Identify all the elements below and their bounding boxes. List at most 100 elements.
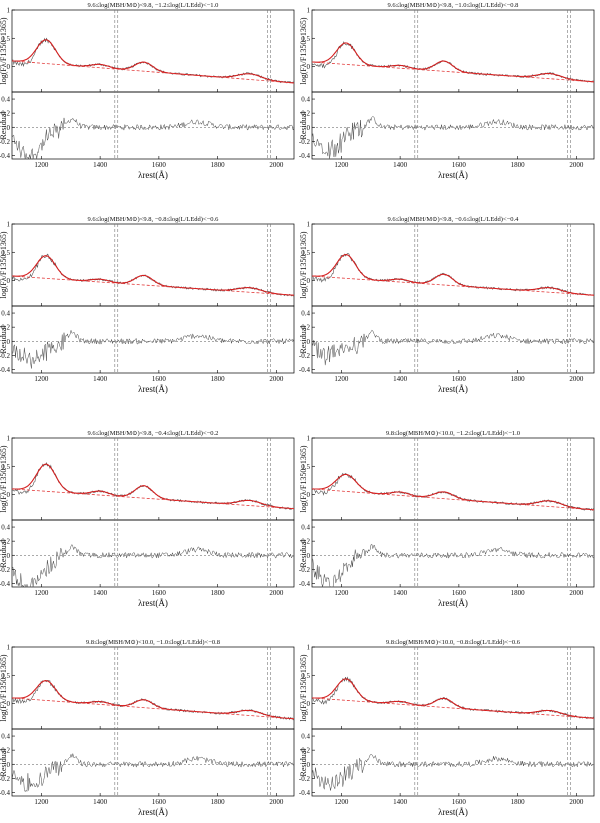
y-tick-label-bottom: -0.4 — [299, 152, 311, 160]
y-tick-label-top: 1 — [307, 221, 311, 229]
y-tick-label-top: 0.5 — [301, 463, 310, 471]
y-tick-label-bottom: -0.4 — [299, 366, 311, 374]
y-tick-label-bottom: 0.4 — [301, 733, 310, 741]
y-tick-label-top: 0 — [307, 491, 311, 499]
x-tick-label: 2000 — [269, 798, 284, 806]
y-tick-label-bottom: -0.2 — [299, 775, 311, 783]
continuum-line — [311, 61, 595, 83]
y-axis-label-residual: Residual — [0, 325, 8, 354]
y-tick-label-top: 0.5 — [1, 249, 10, 257]
x-tick-label: 1800 — [211, 798, 226, 806]
x-tick-label: 1600 — [452, 161, 467, 169]
residual-frame — [311, 728, 595, 797]
panel-title: 9.6≤log(MBH/M⊙)<9.8, −1.0≤log(L/LEdd)<−0… — [388, 2, 519, 9]
model-fit-line — [312, 42, 594, 83]
y-tick-label-top: 0 — [307, 277, 311, 285]
y-tick-label-bottom: 0.2 — [1, 110, 10, 118]
x-tick-label: 2000 — [569, 161, 584, 169]
y-tick-label-bottom: 0.4 — [1, 524, 10, 532]
residual-line — [11, 117, 295, 160]
panel-4: 9.6≤log(MBH/M⊙)<9.8, −0.6≤log(L/LEdd)<−0… — [299, 216, 595, 394]
continuum-line — [11, 60, 295, 84]
y-axis-label-spectrum: log(Fλ/F1350−1365) — [0, 654, 8, 721]
x-tick-label: 1600 — [152, 375, 167, 383]
data-spectrum-line — [311, 253, 595, 297]
y-axis-label-spectrum: log(Fλ/F1350−1365) — [0, 17, 8, 84]
model-fit-line — [312, 678, 595, 719]
panel-5: 9.6≤log(MBH/M⊙)<9.8, −0.4≤log(L/LEdd)<−0… — [0, 430, 295, 608]
y-tick-label-bottom: 0.2 — [301, 747, 310, 755]
data-spectrum-line — [11, 679, 295, 721]
x-axis-label: λrest(Å) — [138, 170, 168, 180]
panel-1: 9.6≤log(MBH/M⊙)<9.8, −1.2≤log(L/LEdd)<−1… — [0, 2, 295, 180]
y-tick-label-bottom: 0.2 — [301, 110, 310, 118]
y-tick-label-top: 0.5 — [301, 35, 310, 43]
y-tick-label-bottom: 0.4 — [1, 96, 10, 104]
x-tick-label: 1800 — [511, 375, 526, 383]
y-tick-label-top: 0 — [307, 700, 311, 708]
model-fit-line — [12, 39, 294, 84]
y-tick-label-bottom: 0.2 — [301, 324, 310, 332]
y-tick-label-top: 0.5 — [1, 463, 10, 471]
y-tick-label-top: 1 — [7, 221, 11, 229]
residual-excluded-line — [312, 753, 518, 791]
y-tick-label-top: 0.5 — [301, 672, 310, 680]
y-tick-label-bottom: 0.2 — [1, 324, 10, 332]
spectrum-frame — [311, 646, 595, 730]
y-tick-label-bottom: 0 — [7, 124, 11, 132]
residual-excluded-line — [312, 329, 518, 366]
model-fit-line — [312, 254, 595, 296]
continuum-line — [11, 697, 295, 720]
y-tick-label-bottom: 0 — [7, 761, 11, 769]
y-tick-label-top: 1 — [7, 435, 11, 443]
residual-frame — [11, 519, 295, 588]
x-tick-label: 2000 — [569, 589, 584, 597]
y-axis-label-residual: Residual — [299, 325, 308, 354]
continuum-line — [311, 275, 595, 296]
x-tick-label: 1400 — [393, 798, 408, 806]
y-tick-label-top: 0 — [307, 63, 311, 71]
y-axis-label-residual: Residual — [299, 539, 308, 568]
y-tick-label-bottom: -0.4 — [299, 789, 311, 797]
y-tick-label-bottom: 0 — [307, 338, 311, 346]
y-tick-label-bottom: 0.4 — [301, 524, 310, 532]
residual-excluded-line — [312, 543, 518, 588]
spectrum-frame — [11, 437, 295, 521]
y-tick-label-top: 0.5 — [1, 35, 10, 43]
x-tick-label: 2000 — [269, 375, 284, 383]
x-tick-label: 1400 — [393, 161, 408, 169]
y-tick-label-bottom: 0 — [7, 338, 11, 346]
y-tick-label-top: 0 — [7, 491, 11, 499]
x-tick-label: 1800 — [511, 161, 526, 169]
residual-line — [311, 754, 595, 791]
residual-line — [11, 543, 295, 588]
x-axis-label: λrest(Å) — [138, 598, 168, 608]
x-tick-label: 1200 — [34, 589, 49, 597]
y-tick-label-bottom: -0.2 — [0, 352, 10, 360]
x-tick-label: 1200 — [34, 375, 49, 383]
y-tick-label-bottom: -0.2 — [299, 352, 311, 360]
x-tick-label: 2000 — [269, 589, 284, 597]
x-tick-label: 1400 — [393, 589, 408, 597]
y-tick-label-bottom: -0.2 — [299, 138, 311, 146]
continuum-line — [311, 488, 595, 511]
y-tick-label-bottom: -0.2 — [0, 775, 10, 783]
continuum-line — [11, 275, 295, 296]
x-tick-label: 1200 — [334, 589, 349, 597]
panel-title: 9.8≤log(MBH/M⊙)<10.0, −0.8≤log(L/LEdd)<−… — [386, 639, 521, 646]
panel-title: 9.6≤log(MBH/M⊙)<9.8, −0.4≤log(L/LEdd)<−0… — [88, 430, 219, 437]
y-tick-label-bottom: -0.4 — [0, 366, 10, 374]
y-tick-label-bottom: 0.2 — [301, 538, 310, 546]
y-tick-label-bottom: 0.2 — [1, 538, 10, 546]
x-tick-label: 1200 — [34, 161, 49, 169]
x-axis-label: λrest(Å) — [438, 170, 468, 180]
residual-line — [311, 543, 595, 588]
y-tick-label-top: 0.5 — [301, 249, 310, 257]
residual-frame — [311, 519, 595, 588]
x-tick-label: 1800 — [211, 161, 226, 169]
y-axis-label-residual: Residual — [299, 111, 308, 140]
panel-title: 9.6≤log(MBH/M⊙)<9.8, −1.2≤log(L/LEdd)<−1… — [88, 2, 219, 9]
residual-excluded-line — [312, 115, 518, 159]
residual-line — [11, 329, 295, 369]
